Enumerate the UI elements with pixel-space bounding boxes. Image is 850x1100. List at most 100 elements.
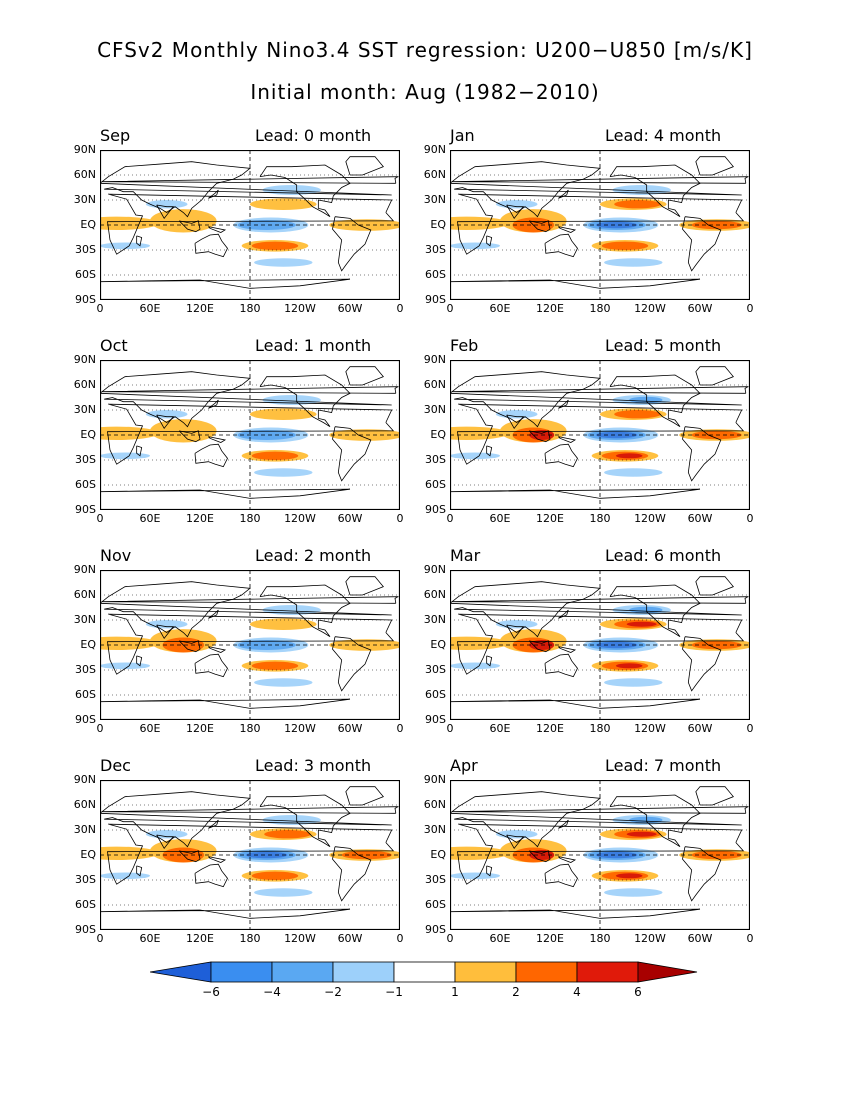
colorbar-tick-label: 6	[634, 985, 642, 999]
coastline	[682, 636, 722, 692]
coastline	[609, 374, 701, 428]
colorbar-segment	[210, 961, 273, 983]
colorbar-segment	[515, 961, 578, 983]
field-positive-north-pacific	[250, 198, 317, 210]
lon-tick-label: 120E	[186, 932, 214, 945]
lat-tick-label: 60N	[423, 798, 446, 811]
field-positive-africa	[450, 846, 509, 860]
lat-tick-label: EQ	[80, 218, 96, 231]
regression-map-panel	[100, 780, 400, 930]
coastline	[156, 204, 175, 220]
lat-tick-label: 60S	[75, 688, 96, 701]
lon-tick-label: 120W	[634, 932, 666, 945]
regression-map-panel	[100, 360, 400, 510]
coastline	[100, 278, 351, 300]
map-frame	[100, 150, 400, 300]
field-positive-south-pacific-core	[251, 241, 299, 250]
coastline	[682, 216, 722, 272]
regression-map-panel	[450, 360, 750, 510]
lon-tick-label: 0	[396, 932, 404, 945]
lat-tick-label: EQ	[430, 638, 446, 651]
coastline	[100, 581, 392, 638]
field-positive-south-pacific-peak	[615, 453, 643, 459]
field-negative-pacific-core	[595, 431, 638, 439]
lat-tick-label: 60N	[73, 168, 96, 181]
panel-month-label: Apr	[450, 756, 478, 775]
colorbar-segment	[332, 961, 395, 983]
field-negative-pacific-core	[595, 221, 638, 229]
coastline	[544, 653, 578, 678]
coastline	[506, 204, 525, 220]
coastline	[695, 156, 734, 176]
lon-tick-label: 0	[96, 722, 104, 735]
colorbar-right-arrow	[637, 961, 698, 983]
lat-tick-label: 60S	[425, 478, 446, 491]
lon-tick-label: 120W	[284, 932, 316, 945]
panel-month-label: Nov	[100, 546, 132, 565]
lat-tick-label: 90N	[73, 143, 96, 156]
field-positive-north-pacific	[250, 408, 317, 420]
map-frame	[450, 780, 750, 930]
lon-tick-label: 120W	[634, 512, 666, 525]
coastline	[457, 403, 745, 465]
field-negative-south-midlat	[254, 888, 313, 897]
figure-title: CFSv2 Monthly Nino3.4 SST regression: U2…	[97, 38, 753, 62]
coastline	[695, 786, 734, 806]
lon-tick-label: 120E	[536, 932, 564, 945]
coastline	[208, 399, 219, 409]
panel-lead-label: Lead: 0 month	[255, 126, 372, 145]
field-negative-south-midlat	[254, 678, 313, 687]
coastline	[332, 846, 372, 902]
panel-month-label: Oct	[100, 336, 128, 355]
lon-tick-label: 180	[239, 932, 261, 945]
coastline	[558, 856, 577, 863]
colorbar-segment	[576, 961, 639, 983]
lat-tick-label: 90S	[75, 503, 96, 516]
panel-month-label: Jan	[450, 126, 475, 145]
coastline	[682, 426, 722, 482]
coastline	[682, 846, 722, 902]
lon-tick-label: 120W	[284, 512, 316, 525]
colorbar-tick-label: 4	[573, 985, 581, 999]
map-frame	[100, 570, 400, 720]
coastline	[450, 698, 701, 720]
coastline	[100, 371, 392, 428]
coastline	[101, 596, 399, 604]
coastline	[107, 823, 395, 885]
lon-tick-label: 60E	[139, 932, 161, 945]
lon-tick-label: 60E	[489, 512, 511, 525]
coastline	[101, 176, 399, 184]
coastline	[156, 624, 175, 640]
coastline	[107, 613, 395, 675]
lat-tick-label: 30N	[423, 193, 446, 206]
lon-tick-label: 60E	[489, 932, 511, 945]
coastline	[457, 823, 745, 885]
lon-tick-label: 0	[446, 302, 454, 315]
field-negative-south-indian	[450, 872, 500, 880]
field-negative-asia	[495, 620, 538, 629]
coastline	[208, 436, 227, 443]
lon-tick-label: 180	[589, 512, 611, 525]
coastline	[178, 430, 201, 443]
colorbar-left-arrow	[150, 961, 212, 983]
field-negative-pacific-core	[245, 851, 288, 859]
coastline	[156, 414, 175, 430]
lat-tick-label: 60S	[425, 268, 446, 281]
field-negative-south-midlat	[604, 678, 663, 687]
coastline	[558, 399, 569, 409]
lon-tick-label: 60W	[687, 722, 713, 735]
coastline	[100, 908, 351, 930]
coastline	[178, 220, 201, 233]
field-negative-asia	[495, 410, 538, 419]
lon-tick-label: 180	[239, 512, 261, 525]
coastline	[332, 636, 372, 692]
lat-tick-label: 90S	[425, 713, 446, 726]
lat-tick-label: 30S	[75, 663, 96, 676]
colorbar-tick-label: 1	[451, 985, 459, 999]
lat-tick-label: 60N	[73, 378, 96, 391]
panel-lead-label: Lead: 1 month	[255, 336, 372, 355]
coastline	[136, 235, 143, 247]
coastline	[208, 646, 227, 653]
field-negative-north-midlat-core	[629, 816, 663, 824]
field-positive-south-pacific-peak	[615, 663, 643, 669]
